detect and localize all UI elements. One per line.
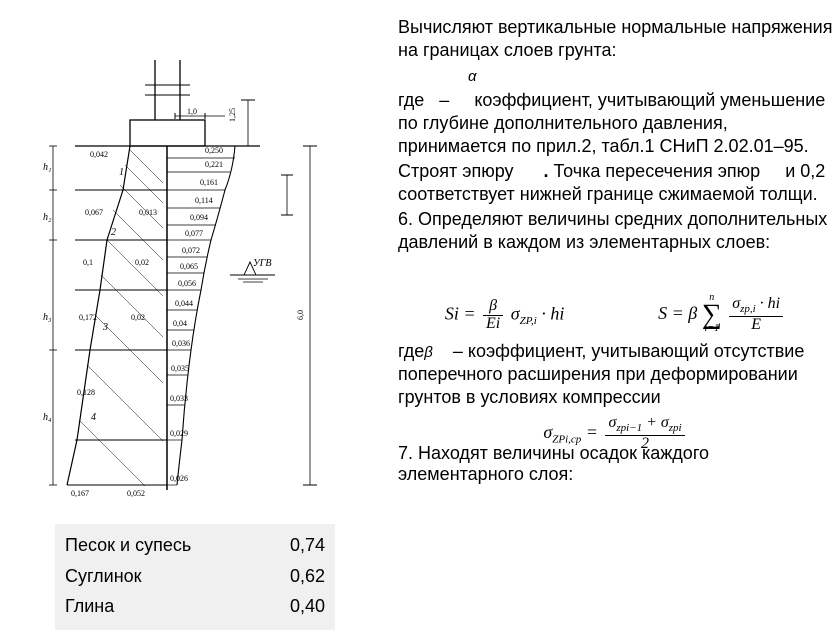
table-value: 0,40 bbox=[290, 591, 325, 622]
svg-text:0,02: 0,02 bbox=[131, 313, 145, 322]
svg-text:2: 2 bbox=[111, 227, 116, 238]
text-column: Вычисляют вертикальные нормальные напряж… bbox=[398, 16, 833, 458]
paragraph-7-overlap: 7. Находят величины осадок каждого элеме… bbox=[398, 443, 833, 484]
table-label: Песок и супесь bbox=[65, 530, 191, 561]
soil-pressure-diagram: 1,0 1,25 bbox=[35, 60, 365, 500]
svg-text:0,052: 0,052 bbox=[127, 489, 145, 498]
svg-text:0,072: 0,072 bbox=[182, 246, 200, 255]
svg-text:0,056: 0,056 bbox=[178, 279, 196, 288]
page: 1,0 1,25 bbox=[0, 0, 840, 630]
ugv-water-table: УГВ bbox=[230, 258, 275, 282]
paragraph-4: 6. Определяют величины средних дополните… bbox=[398, 208, 833, 254]
table-value: 0,62 bbox=[290, 561, 325, 592]
svg-text:УГВ: УГВ bbox=[253, 258, 272, 269]
svg-text:h₃: h₃ bbox=[43, 312, 52, 323]
svg-text:0,221: 0,221 bbox=[205, 160, 223, 169]
table-row: Суглинок 0,62 bbox=[65, 561, 325, 592]
svg-text:0,033: 0,033 bbox=[170, 394, 188, 403]
paragraph-1: Вычисляют вертикальные нормальные напряж… bbox=[398, 16, 833, 62]
formulas-row: Si = β Ei σZP,i · hi S = β n ∑ i=1 σzp,i bbox=[398, 296, 833, 334]
svg-text:0,02: 0,02 bbox=[135, 258, 149, 267]
paragraph-3: Строят эпюру . Точка пересечения эпюр и … bbox=[398, 160, 833, 206]
svg-text:h₁: h₁ bbox=[43, 162, 51, 173]
inner-values: 0,042 0,067 0,013 0,1 0,02 0,172 0,02 0,… bbox=[71, 150, 157, 498]
formula-si: Si = β Ei σZP,i · hi bbox=[445, 298, 565, 333]
table-label: Суглинок bbox=[65, 561, 142, 592]
svg-text:0,094: 0,094 bbox=[190, 213, 208, 222]
formula-s: S = β n ∑ i=1 σzp,i · hi E bbox=[658, 296, 786, 334]
svg-text:h₂: h₂ bbox=[43, 212, 52, 223]
zone-numbers: 1 2 3 4 bbox=[91, 167, 124, 423]
diagram-svg: 1,0 1,25 bbox=[35, 60, 365, 500]
svg-text:0,042: 0,042 bbox=[90, 150, 108, 159]
svg-text:0,026: 0,026 bbox=[170, 474, 188, 483]
svg-text:0,067: 0,067 bbox=[85, 208, 103, 217]
svg-text:0,172: 0,172 bbox=[79, 313, 97, 322]
svg-text:4: 4 bbox=[91, 412, 96, 423]
svg-text:0,029: 0,029 bbox=[170, 429, 188, 438]
svg-text:0,161: 0,161 bbox=[200, 178, 218, 187]
svg-text:0,044: 0,044 bbox=[175, 299, 193, 308]
svg-text:0,065: 0,065 bbox=[180, 262, 198, 271]
table-label: Глина bbox=[65, 591, 114, 622]
svg-text:0,114: 0,114 bbox=[195, 196, 213, 205]
svg-text:3: 3 bbox=[102, 322, 108, 333]
paragraph-2: где – коэффициент, учитывающий уменьшени… bbox=[398, 89, 833, 158]
table-row: Глина 0,40 bbox=[65, 591, 325, 622]
alpha-symbol: α bbox=[468, 67, 477, 86]
coefficient-table: Песок и супесь 0,74 Суглинок 0,62 Глина … bbox=[55, 524, 335, 630]
svg-text:h₄: h₄ bbox=[43, 412, 52, 423]
dim-6-0: 6,0 bbox=[296, 310, 305, 320]
svg-text:0,013: 0,013 bbox=[139, 208, 157, 217]
svg-text:1: 1 bbox=[119, 167, 124, 178]
svg-text:0,167: 0,167 bbox=[71, 489, 89, 498]
svg-text:0,077: 0,077 bbox=[185, 229, 203, 238]
dim-1-25: 1,25 bbox=[228, 108, 237, 122]
svg-text:0,035: 0,035 bbox=[171, 364, 189, 373]
svg-text:0,128: 0,128 bbox=[77, 388, 95, 397]
table-row: Песок и супесь 0,74 bbox=[65, 530, 325, 561]
dim-1-0: 1,0 bbox=[187, 107, 197, 116]
svg-text:0,036: 0,036 bbox=[172, 339, 190, 348]
table-value: 0,74 bbox=[290, 530, 325, 561]
h-labels: h₁ h₂ h₃ h₄ bbox=[43, 162, 52, 423]
svg-text:0,250: 0,250 bbox=[205, 146, 223, 155]
svg-text:0,1: 0,1 bbox=[83, 258, 93, 267]
paragraph-6: гдеβ – коэффициент, учитывающий отсутств… bbox=[398, 340, 833, 409]
svg-text:0,04: 0,04 bbox=[173, 319, 187, 328]
